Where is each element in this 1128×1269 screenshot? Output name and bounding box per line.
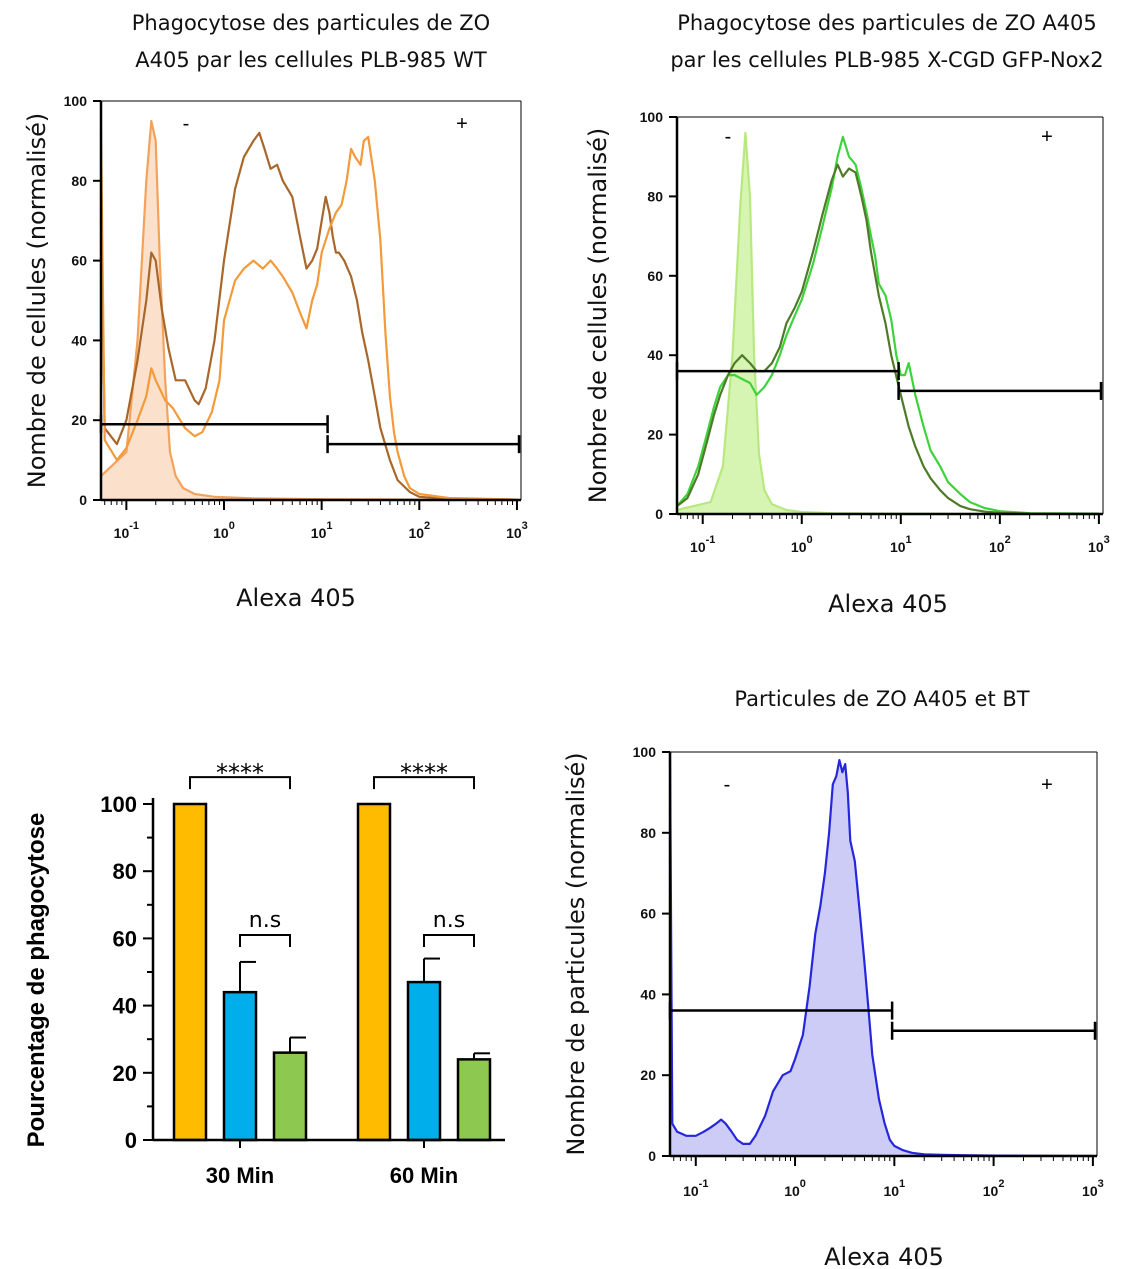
hist-cgd-series-line (676, 135, 1099, 515)
hist-cgd-xtick-label: 103 (1088, 534, 1110, 555)
hist-cgd-xtick-label: 101 (890, 534, 912, 555)
hist-wt-series-fill (101, 121, 517, 500)
hist-wt-series-line (99, 131, 518, 501)
bar-ytick-label: 0 (125, 1128, 137, 1153)
hist-bt-ytick-label: 0 (648, 1148, 656, 1164)
bar (456, 1058, 492, 1142)
hist-wt-title-line: Phagocytose des particules de ZO (132, 11, 490, 35)
hist-cgd-ytick-label: 80 (647, 188, 663, 204)
hist-cgd-ytick-label: 0 (655, 506, 663, 522)
hist-bt-xtick-label: 100 (784, 1178, 806, 1199)
bar-ytick-label: 20 (113, 1061, 137, 1086)
significance-bracket (239, 934, 291, 948)
hist-wt-xlabel: Alexa 405 (236, 584, 356, 612)
hist-cgd-ytick-label: 20 (647, 427, 663, 443)
hist-bt-xtick-label: 103 (1082, 1178, 1104, 1199)
hist-cgd-title-line: Phagocytose des particules de ZO A405 (677, 11, 1097, 35)
bar-ytick-label: 40 (113, 994, 137, 1019)
significance-label: n.s (433, 908, 465, 933)
hist-bt-xlabel: Alexa 405 (824, 1243, 944, 1269)
hist-bt-series-fill (670, 752, 1093, 1156)
hist-wt-xtick-label: 102 (408, 520, 430, 541)
hist-bt-ytick-label: 80 (640, 825, 656, 841)
hist-bt-ytick-label: 20 (640, 1067, 656, 1083)
hist-bt-ytick-label: 60 (640, 906, 656, 922)
hist-cgd-series-line (676, 163, 1099, 516)
hist-bt-ytick-label: 40 (640, 986, 656, 1002)
hist-cgd-xtick-label: 10-1 (690, 534, 715, 555)
hist-bt-ytick-label: 100 (633, 744, 657, 760)
hist-cgd-ytick-label: 60 (647, 268, 663, 284)
significance-bracket (373, 776, 475, 790)
hist-cgd-ylabel: Nombre de cellules (normalisé) (584, 128, 612, 503)
hist-wt-xtick-label: 10-1 (114, 520, 139, 541)
hist-cgd-title-line: par les cellules PLB-985 X-CGD GFP-Nox2 (670, 48, 1103, 72)
hist-wt-ytick-label: 0 (79, 492, 87, 508)
bar-category-label: 30 Min (206, 1163, 274, 1188)
hist-wt-xtick-label: 101 (311, 520, 333, 541)
bar (356, 802, 392, 1142)
hist-wt-ytick-label: 60 (71, 253, 87, 269)
hist-bt-gate-plus-label: + (1041, 774, 1053, 796)
hist-cgd-xlabel: Alexa 405 (828, 590, 948, 618)
hist-bt-title-line: Particules de ZO A405 et BT (734, 687, 1029, 711)
hist-wt-ytick-label: 80 (71, 173, 87, 189)
hist-wt-series-line (99, 132, 518, 501)
bar (222, 990, 258, 1142)
hist-bt-panel: Particules de ZO A405 et BT 0 20 40 60 80 100 1… (562, 687, 1104, 1269)
hist-wt-xtick-label: 103 (506, 520, 528, 541)
hist-wt-panel: Phagocytose des particules de ZO A405 par… (23, 11, 528, 612)
bar-category-label: 60 Min (390, 1163, 458, 1188)
hist-wt-gate-plus-label: + (456, 113, 468, 135)
hist-wt-ytick-label: 40 (71, 332, 87, 348)
bar-panel: 30 Min 60 Min **** n.s **** n.s 0 20 40 60 80 100 Po… (23, 759, 505, 1188)
hist-bt-xtick-label: 101 (883, 1178, 905, 1199)
significance-label: n.s (249, 908, 281, 933)
hist-wt-ytick-label: 20 (71, 412, 87, 428)
hist-bt-gate-minus-label: - (724, 774, 731, 796)
hist-cgd-xtick-label: 102 (989, 534, 1011, 555)
bar (172, 802, 208, 1142)
hist-wt-ylabel: Nombre de cellules (normalisé) (23, 113, 51, 488)
bar-ylabel: Pourcentage de phagocytose (23, 813, 50, 1148)
hist-cgd-panel: Phagocytose des particules de ZO A405 par… (584, 11, 1110, 618)
significance-label: **** (400, 759, 448, 787)
hist-bt-series-line (668, 751, 1093, 1158)
hist-bt-xtick-label: 10-1 (683, 1178, 708, 1199)
hist-cgd-gate-minus-label: - (725, 126, 732, 148)
hist-wt-ytick-label: 100 (64, 93, 88, 109)
hist-cgd-gate-plus-label: + (1041, 126, 1053, 148)
hist-cgd-series-fill (677, 132, 1099, 514)
hist-bt-xtick-label: 102 (983, 1178, 1005, 1199)
hist-cgd-xtick-label: 100 (791, 534, 813, 555)
bar (406, 980, 442, 1142)
bar-ytick-label: 60 (113, 926, 137, 951)
bar (272, 1051, 308, 1142)
hist-cgd-ytick-label: 40 (647, 347, 663, 363)
hist-bt-ylabel: Nombre de particules (normalisé) (562, 752, 590, 1155)
hist-cgd-ytick-label: 100 (640, 109, 664, 125)
bar-ytick-label: 80 (113, 859, 137, 884)
hist-wt-xtick-label: 100 (213, 520, 235, 541)
significance-bracket (189, 776, 291, 790)
hist-wt-title-line: A405 par les cellules PLB-985 WT (135, 48, 487, 72)
hist-wt-gate-minus-label: - (183, 113, 190, 135)
bar-ytick-label: 100 (100, 792, 137, 817)
hist-wt-series-line (100, 119, 518, 502)
significance-bracket (423, 934, 475, 948)
significance-label: **** (216, 759, 264, 787)
